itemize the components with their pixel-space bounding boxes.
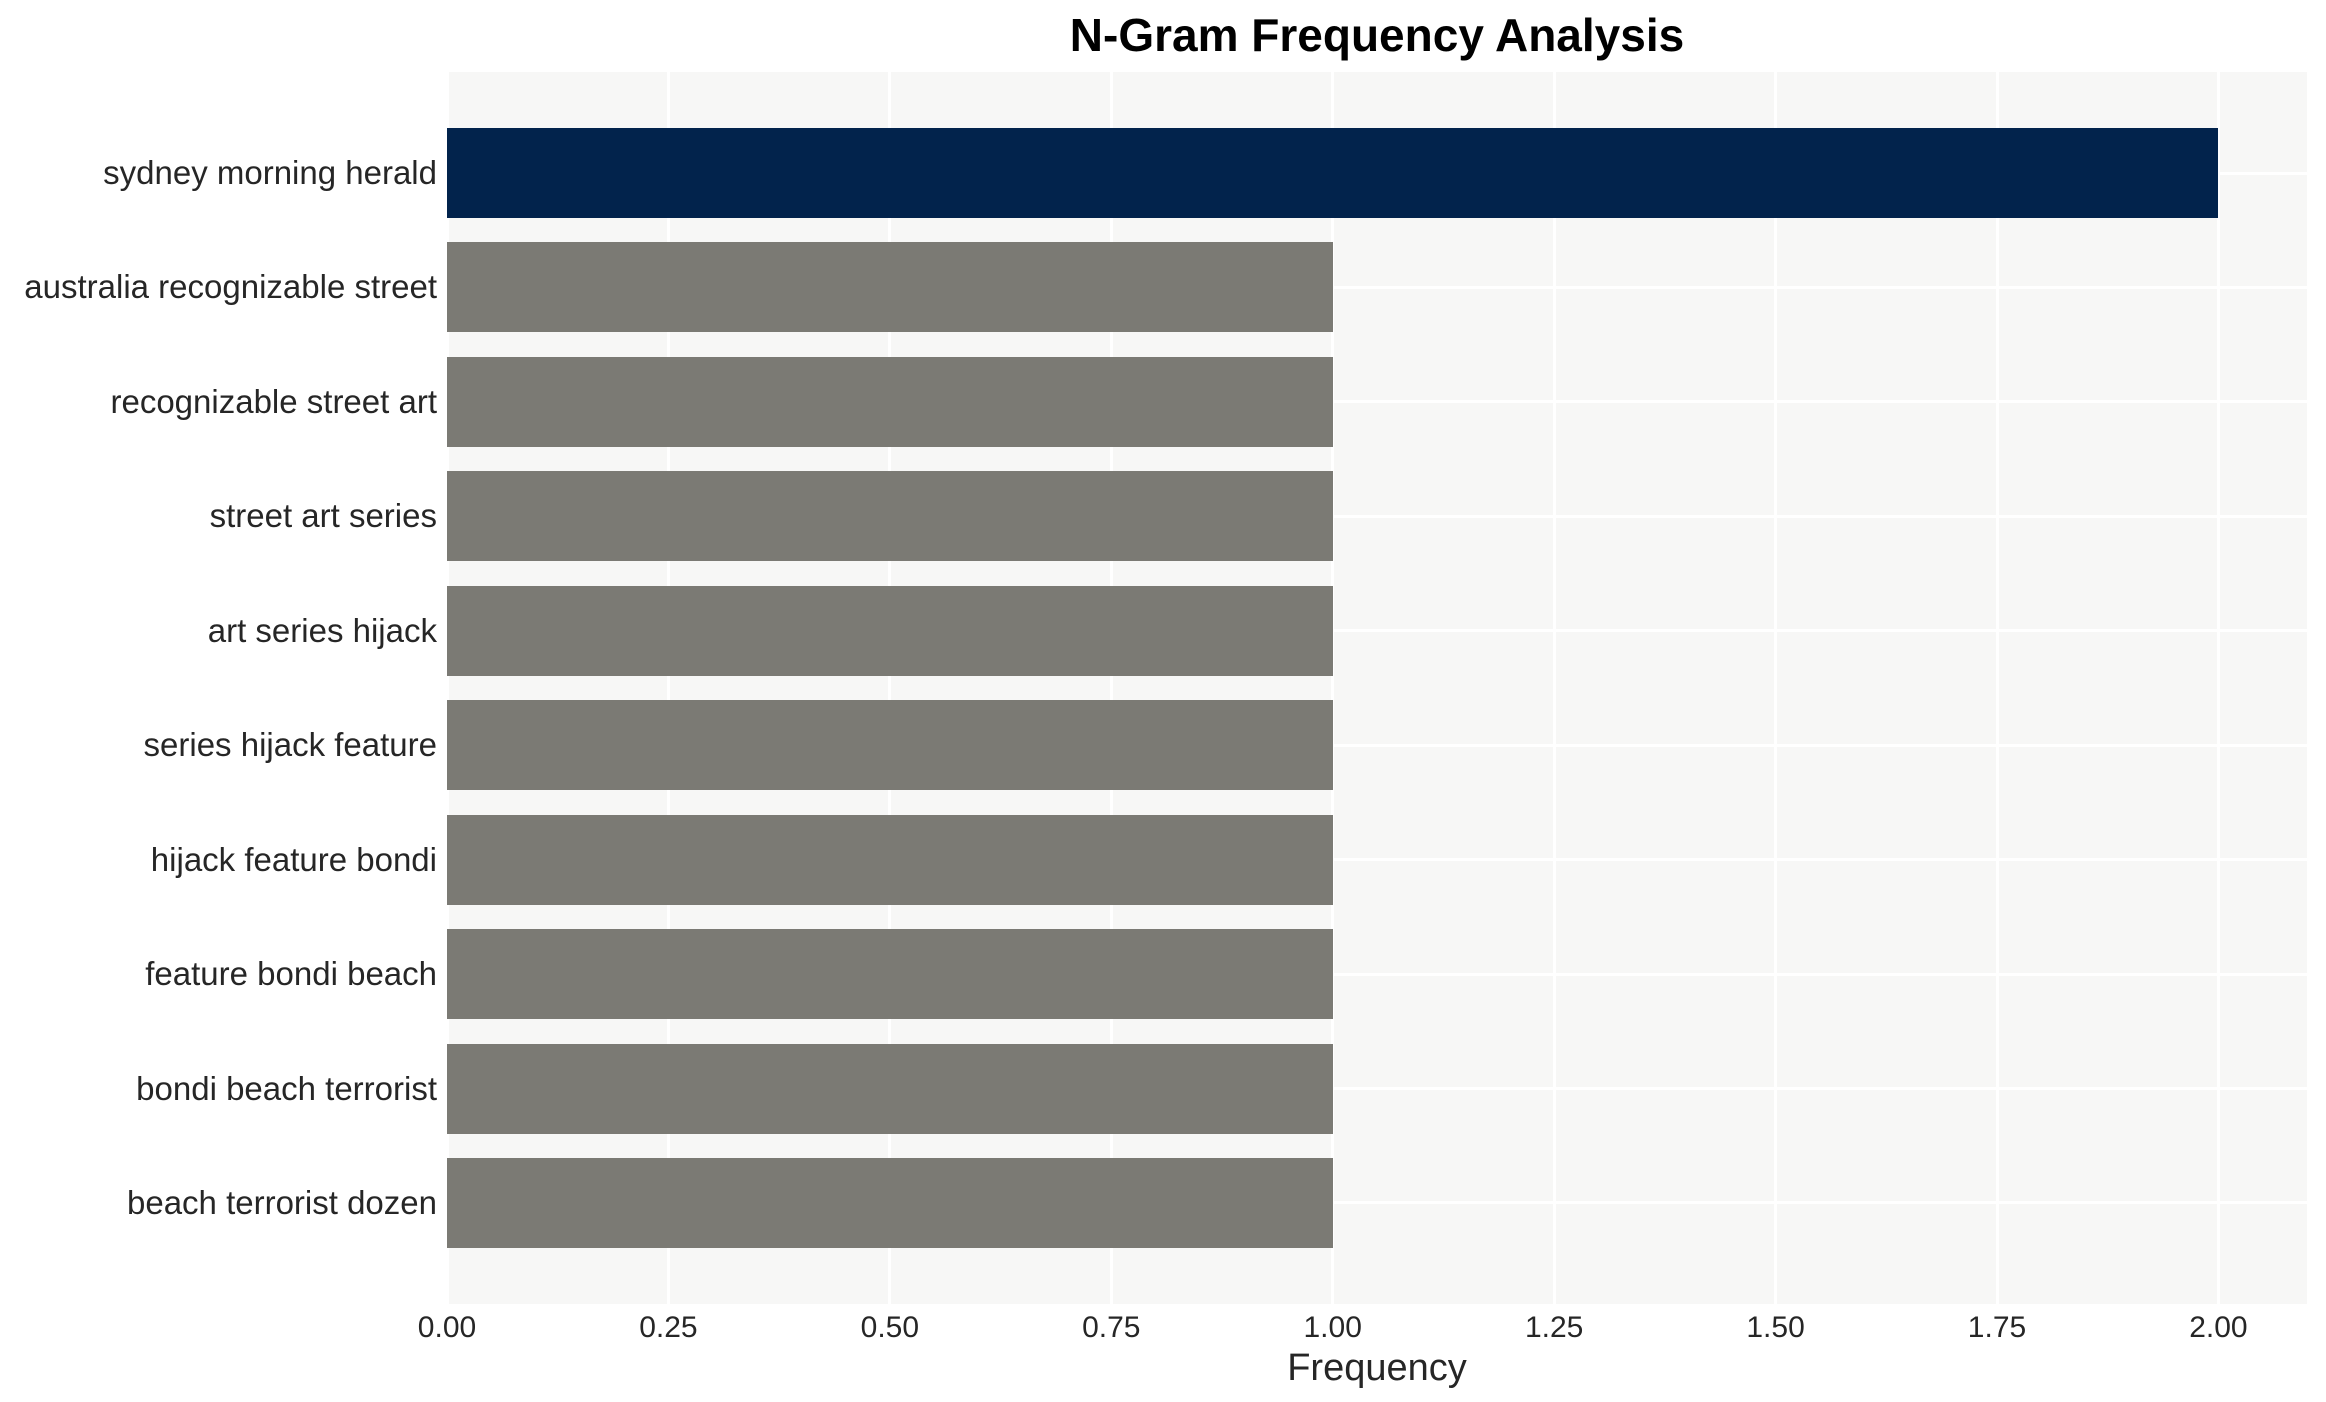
gridline-vertical [666,72,670,1304]
y-tick-label: art series hijack [207,611,437,649]
bar-series-hijack-feature [447,700,1333,791]
y-tick-label: feature bondi beach [145,955,437,993]
bar-australia-recognizable-street [447,242,1333,333]
gridline-horizontal [447,400,2307,404]
gridline-vertical [1995,72,1999,1304]
x-tick-label: 1.00 [1303,1311,1362,1344]
x-tick-label: 0.50 [860,1311,920,1344]
plot-area [445,72,2307,1304]
x-tick-label: 0.00 [417,1311,477,1344]
gridline-horizontal [447,743,2307,747]
gridline-vertical [1331,72,1335,1304]
y-tick-label: hijack feature bondi [150,840,437,878]
gridline-horizontal [447,858,2307,862]
x-tick-label: 0.75 [1082,1311,1141,1344]
gridline-horizontal [447,1087,2307,1091]
y-tick-label: recognizable street art [110,382,437,420]
y-tick-label: beach terrorist dozen [126,1183,437,1221]
x-tick-label: 1.25 [1524,1311,1584,1344]
x-tick-label: 1.75 [1967,1311,2027,1344]
gridline-vertical [1552,72,1556,1304]
bar-hijack-feature-bondi [447,814,1333,905]
chart-title: N-Gram Frequency Analysis [1069,9,1685,61]
bar-bondi-beach-terrorist [447,1043,1333,1134]
x-axis-title: Frequency [1287,1347,1467,1389]
y-tick-label: bondi beach terrorist [136,1069,437,1107]
x-axis-tick-labels: 0.00 0.25 0.50 0.75 1.00 1.25 1.50 1.75 2.00 [418,1310,2307,1350]
gridline-vertical [1109,72,1113,1304]
y-tick-label: australia recognizable street [24,268,437,306]
bar-sydney-morning-herald [447,128,2219,219]
gridline-vertical [888,72,892,1304]
gridline-horizontal [447,972,2307,976]
gridline-horizontal [447,1201,2307,1205]
gridline-vertical [1774,72,1778,1304]
x-tick-label: 1.50 [1746,1311,1805,1344]
gridline-horizontal [447,514,2307,518]
y-tick-label: series hijack feature [143,726,437,764]
bar-beach-terrorist-dozen [447,1157,1333,1248]
gridline-horizontal [447,285,2307,289]
bar-recognizable-street-art [447,356,1333,447]
gridline-vertical [445,72,449,1304]
x-tick-label: 2.00 [2189,1311,2248,1344]
y-axis-labels: sydney morning herald australia recogniza… [0,72,437,1304]
y-tick-label: street art series [209,497,437,535]
y-tick-label: sydney morning herald [103,154,437,192]
bar-feature-bondi-beach [447,929,1333,1020]
bar-street-art-series [447,471,1333,562]
bar-art-series-hijack [447,585,1333,676]
x-tick-label: 0.25 [639,1311,698,1344]
gridline-vertical [2216,72,2220,1304]
gridline-horizontal [447,629,2307,633]
